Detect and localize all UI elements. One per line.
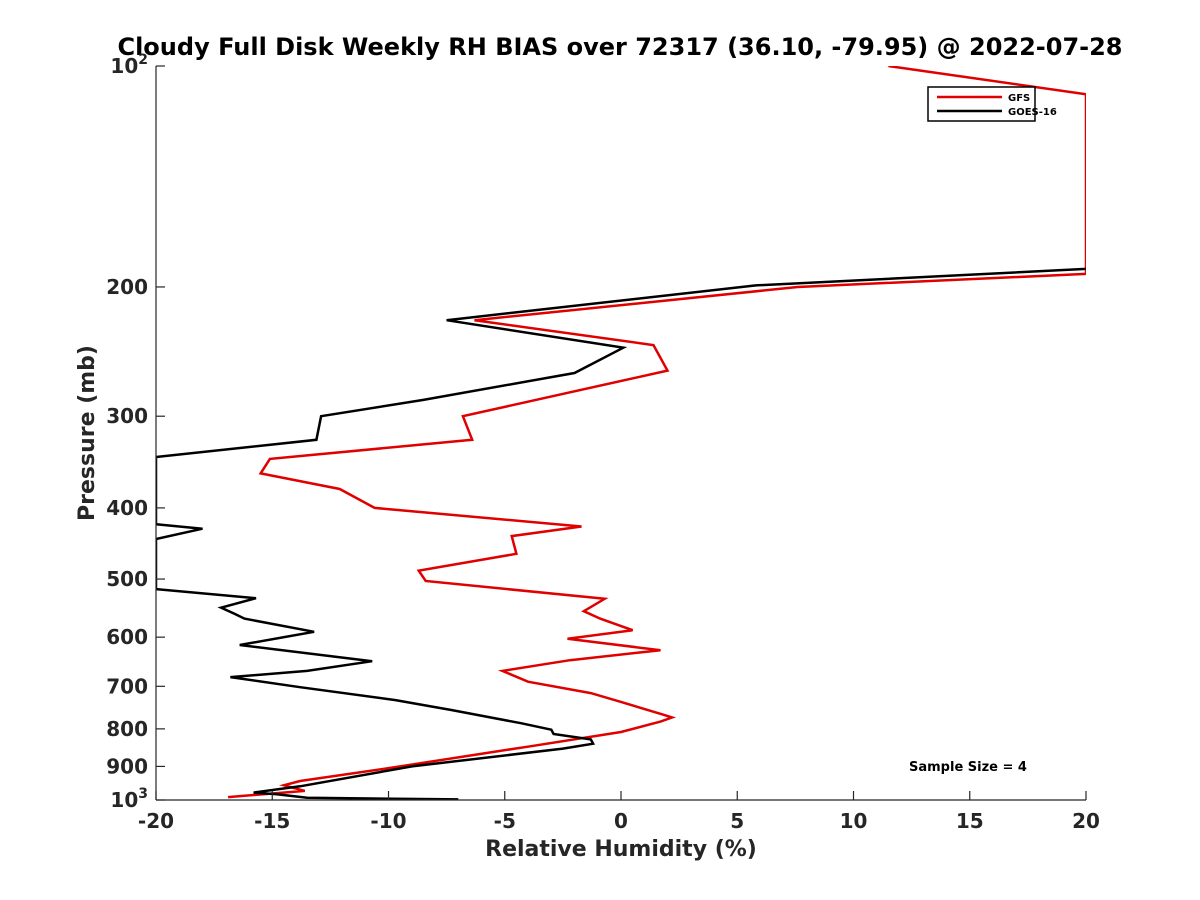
y-tick-label: 500 xyxy=(106,567,148,591)
x-tick-label: -10 xyxy=(370,809,406,833)
chart-title: Cloudy Full Disk Weekly RH BIAS over 723… xyxy=(117,33,1122,61)
legend-label-gfs: GFS xyxy=(1008,93,1030,104)
y-axis-label: Pressure (mb) xyxy=(75,345,100,521)
y-tick-label: 300 xyxy=(106,404,148,428)
series-layer xyxy=(156,66,1086,800)
y-tick-label: 400 xyxy=(106,496,148,520)
y-tick-label: 600 xyxy=(106,625,148,649)
y-tick-label: 800 xyxy=(106,717,148,741)
sample-size-note: Sample Size = 4 xyxy=(909,760,1027,775)
x-tick-label: -15 xyxy=(254,809,290,833)
y-tick-label: 103 xyxy=(110,786,148,812)
x-tick-label: -5 xyxy=(494,809,516,833)
series-line-gfs xyxy=(227,66,1086,799)
y-tick-label: 200 xyxy=(106,275,148,299)
x-axis-label: Relative Humidity (%) xyxy=(485,837,757,862)
x-ticks: -20 -15 -10 -5 0 5 10 15 20 xyxy=(138,791,1100,833)
series-line-goes16 xyxy=(156,267,1086,800)
legend-box xyxy=(927,86,1036,122)
x-tick-label: 10 xyxy=(840,809,868,833)
y-tick-label: 900 xyxy=(106,754,148,778)
y-tick-label: 102 xyxy=(110,52,148,78)
axes-layer xyxy=(155,66,1086,801)
legend: GFS GOES-16 xyxy=(927,86,1057,122)
y-ticks: 102 200 300 400 500 600 700 800 900 103 xyxy=(106,52,165,812)
legend-label-goes16: GOES-16 xyxy=(1008,107,1057,118)
x-tick-label: 5 xyxy=(730,809,744,833)
y-tick-label: 700 xyxy=(106,674,148,698)
x-tick-label: 20 xyxy=(1072,809,1100,833)
x-tick-label: 15 xyxy=(956,809,984,833)
x-tick-label: -20 xyxy=(138,809,174,833)
x-tick-label: 0 xyxy=(614,809,628,833)
